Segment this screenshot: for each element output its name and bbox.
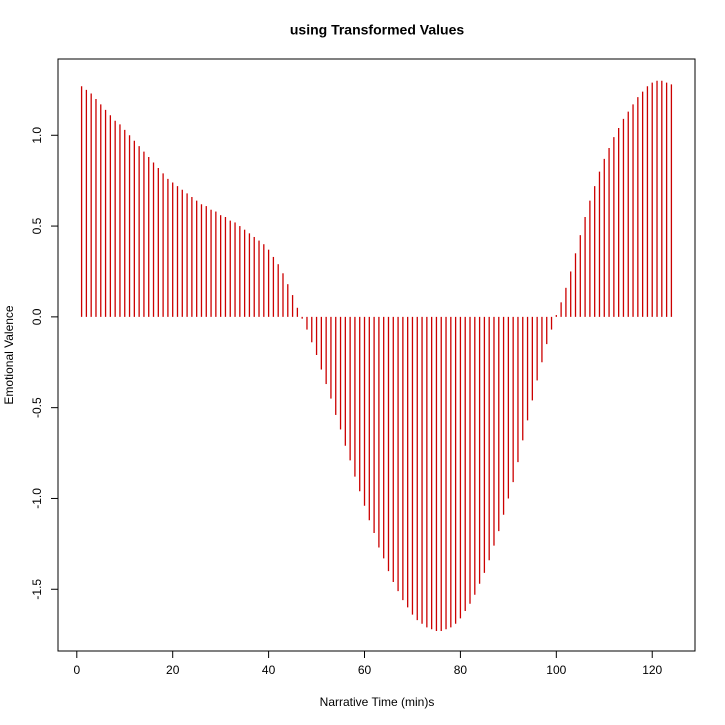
x-tick-label: 80 [454,663,468,677]
y-tick-label: -1.0 [30,488,44,509]
x-tick-label: 0 [73,663,80,677]
x-tick-label: 20 [166,663,180,677]
y-tick-label: -1.5 [30,579,44,600]
y-tick-label: -0.5 [30,397,44,418]
x-axis-label: Narrative Time (min)s [320,695,435,709]
y-tick-label: 0.5 [30,217,44,234]
y-axis-label: Emotional Valence [2,305,16,404]
chart-title: using Transformed Values [290,22,464,38]
x-tick-label: 100 [546,663,566,677]
x-tick-label: 60 [358,663,372,677]
x-tick-label: 40 [262,663,276,677]
x-tick-label: 120 [642,663,662,677]
y-tick-label: 1.0 [30,127,44,144]
plot-frame [57,58,696,652]
y-tick-label: 0.0 [30,308,44,325]
